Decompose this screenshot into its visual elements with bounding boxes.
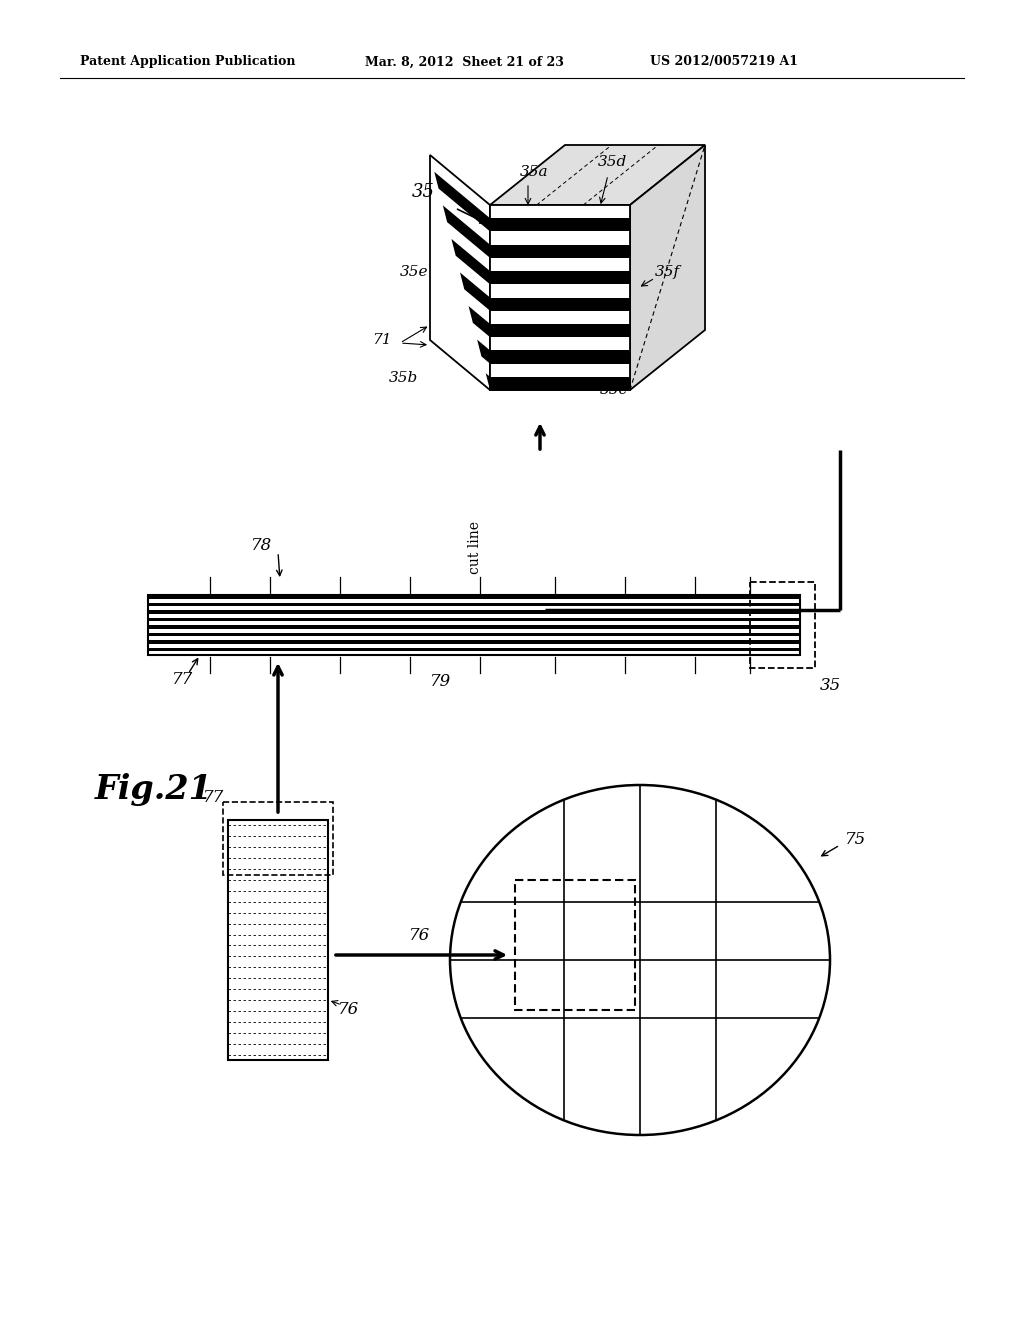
Polygon shape — [460, 272, 490, 310]
Text: 35: 35 — [820, 676, 842, 693]
Text: 77: 77 — [172, 672, 194, 689]
Polygon shape — [490, 350, 630, 363]
Polygon shape — [148, 595, 800, 599]
Polygon shape — [490, 271, 630, 284]
Text: 75: 75 — [845, 832, 866, 849]
Polygon shape — [148, 602, 800, 606]
Text: 35a: 35a — [520, 165, 549, 180]
Text: 35f: 35f — [655, 265, 680, 279]
Text: Mar. 8, 2012  Sheet 21 of 23: Mar. 8, 2012 Sheet 21 of 23 — [365, 55, 564, 69]
Polygon shape — [148, 618, 800, 622]
Polygon shape — [452, 239, 490, 284]
Polygon shape — [490, 205, 630, 389]
Polygon shape — [490, 297, 630, 310]
Polygon shape — [490, 297, 630, 310]
Polygon shape — [148, 640, 800, 644]
Text: US 2012/0057219 A1: US 2012/0057219 A1 — [650, 55, 798, 69]
Text: cut line: cut line — [468, 521, 482, 574]
Text: 35: 35 — [412, 183, 435, 201]
Text: 76: 76 — [338, 1002, 359, 1019]
Polygon shape — [490, 271, 630, 284]
Polygon shape — [469, 306, 490, 337]
Text: 35b: 35b — [389, 371, 418, 385]
Polygon shape — [228, 820, 328, 1060]
Polygon shape — [485, 374, 490, 389]
Text: Patent Application Publication: Patent Application Publication — [80, 55, 296, 69]
Polygon shape — [434, 172, 490, 231]
Polygon shape — [490, 323, 630, 337]
Polygon shape — [430, 154, 490, 389]
Text: 71: 71 — [373, 333, 392, 347]
Text: 77: 77 — [203, 789, 224, 807]
Polygon shape — [630, 145, 705, 389]
Polygon shape — [490, 244, 630, 257]
Polygon shape — [490, 376, 630, 389]
Text: 76: 76 — [410, 928, 431, 945]
Polygon shape — [148, 610, 800, 614]
Text: Fig.21: Fig.21 — [95, 774, 213, 807]
Polygon shape — [148, 595, 800, 655]
Polygon shape — [490, 218, 630, 231]
Polygon shape — [148, 632, 800, 636]
Polygon shape — [490, 145, 705, 205]
Polygon shape — [490, 376, 630, 389]
Text: 79: 79 — [430, 673, 452, 690]
Polygon shape — [490, 323, 630, 337]
Polygon shape — [490, 205, 630, 389]
Polygon shape — [148, 624, 800, 628]
Polygon shape — [148, 648, 800, 651]
Polygon shape — [442, 206, 490, 257]
Text: 35c: 35c — [600, 383, 628, 397]
Text: 78: 78 — [251, 536, 272, 553]
Polygon shape — [490, 244, 630, 257]
Text: 35d: 35d — [598, 154, 628, 169]
Polygon shape — [477, 339, 490, 363]
Polygon shape — [490, 350, 630, 363]
Text: 35e: 35e — [399, 265, 428, 279]
Polygon shape — [490, 218, 630, 231]
